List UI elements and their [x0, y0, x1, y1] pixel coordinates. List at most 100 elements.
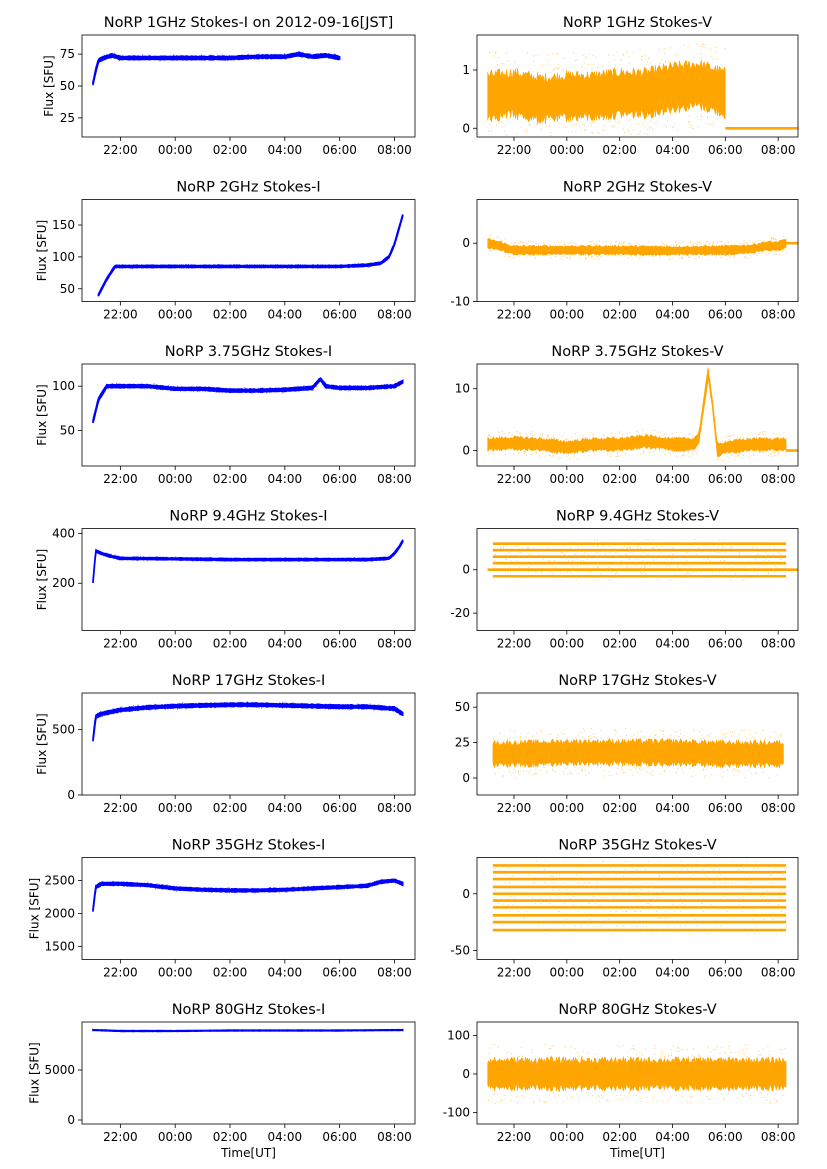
panel-9.4GHz-V: 22:00 00:00 02:00 04:00 06:00 08:00 -20 0 NoRP 9… [450, 509, 799, 651]
x-tick-label: 08:00 [377, 637, 412, 651]
axes-frame [476, 528, 799, 631]
y-tick-label: 0 [462, 771, 470, 785]
axes-frame [81, 857, 416, 960]
y-tick-label: 1 [462, 63, 470, 77]
x-tick-label: 00:00 [158, 1130, 193, 1144]
data-band [92, 539, 404, 584]
axes-frame [81, 34, 416, 138]
x-tick-label: 06:00 [708, 966, 743, 980]
chart-title: NoRP 1GHz Stokes-I on 2012-09-16[JST] [104, 15, 394, 31]
chart-title: NoRP 2GHz Stokes-V [563, 180, 712, 196]
plot-area [487, 234, 798, 260]
plot-area [487, 1044, 787, 1104]
scatter-points [96, 701, 401, 719]
x-tick-label: 08:00 [761, 801, 796, 815]
x-tick-label: 22:00 [497, 143, 532, 157]
y-axis-label: Flux [SFU] [42, 55, 56, 116]
x-tick-label: 06:00 [708, 637, 743, 651]
x-tick-label: 00:00 [550, 143, 585, 157]
data-band [487, 59, 726, 125]
data-band [92, 377, 404, 424]
scatter-points [104, 243, 395, 286]
chart-title: NoRP 3.75GHz Stokes-V [551, 344, 723, 360]
chart-title: NoRP 35GHz Stokes-V [558, 838, 716, 854]
y-axis-label: Flux [SFU] [35, 713, 49, 774]
chart-title: NoRP 2GHz Stokes-I [176, 180, 320, 196]
y-tick-label: 2000 [44, 906, 75, 920]
panel-2GHz-I: 22:00 00:00 02:00 04:00 06:00 08:00 50 100 150 No… [35, 180, 416, 322]
axes-frame [476, 363, 799, 467]
series-1GHz-V-0 [487, 43, 798, 137]
chart-title: NoRP 80GHz Stokes-V [558, 1002, 716, 1018]
x-tick-label: 22:00 [497, 966, 532, 980]
x-tick-label: 04:00 [268, 308, 303, 322]
x-tick-label: 06:00 [708, 472, 743, 486]
y-tick-label: 0 [462, 121, 470, 135]
scatter-points [93, 1029, 397, 1033]
series-2GHz-I-0 [97, 214, 404, 297]
plot-area [97, 214, 404, 297]
panel-35GHz-V: 22:00 00:00 02:00 04:00 06:00 08:00 -50 0 NoRP 3… [450, 838, 799, 980]
series-17GHz-V-0 [492, 728, 784, 779]
y-tick-label: 2500 [44, 874, 75, 888]
plot-area [92, 539, 404, 584]
x-tick-label: 22:00 [103, 308, 138, 322]
chart-title: NoRP 35GHz Stokes-I [172, 838, 326, 854]
x-tick-label: 02:00 [213, 472, 248, 486]
axes-frame [81, 363, 416, 467]
y-axis-label: Flux [SFU] [27, 878, 41, 939]
series-9.4GHz-I-0 [92, 539, 404, 584]
x-tick-label: 00:00 [158, 143, 193, 157]
y-axis-label: Flux [SFU] [35, 220, 49, 281]
y-tick-label: -50 [450, 943, 470, 957]
data-band [487, 367, 787, 458]
x-tick-label: 04:00 [268, 1130, 303, 1144]
x-tick-label: 04:00 [655, 143, 690, 157]
y-axis-label: Flux [SFU] [35, 549, 49, 610]
x-tick-label: 06:00 [322, 1130, 357, 1144]
x-tick-label: 04:00 [268, 801, 303, 815]
data-band [492, 737, 784, 769]
axes-frame [476, 857, 799, 960]
panel-2GHz-V: 22:00 00:00 02:00 04:00 06:00 08:00 -10 0 NoRP 2… [450, 180, 799, 322]
x-tick-label: 00:00 [158, 637, 193, 651]
axes-frame [81, 1021, 416, 1125]
series-80GHz-V-0 [487, 1044, 787, 1104]
chart-title: NoRP 80GHz Stokes-I [172, 1002, 326, 1018]
x-tick-label: 22:00 [103, 1130, 138, 1144]
panel-80GHz-I: 22:00 00:00 02:00 04:00 06:00 08:00 0 5000 NoRP … [27, 1002, 416, 1160]
x-axis-label: Time[UT] [220, 1146, 276, 1160]
x-tick-label: 22:00 [103, 472, 138, 486]
data-band [92, 51, 341, 86]
axes-frame [81, 528, 416, 631]
x-tick-label: 02:00 [602, 308, 637, 322]
x-tick-label: 02:00 [213, 308, 248, 322]
scatter-points [94, 552, 389, 563]
data-band [92, 878, 404, 912]
y-tick-label: -10 [450, 295, 470, 309]
scatter-points [103, 50, 339, 62]
x-tick-label: 02:00 [602, 1130, 637, 1144]
x-tick-label: 02:00 [213, 801, 248, 815]
series-1GHz-I-0 [92, 50, 341, 86]
x-tick-label: 22:00 [103, 966, 138, 980]
y-tick-label: 100 [52, 379, 75, 393]
plot-area [487, 43, 798, 137]
x-tick-label: 22:00 [497, 308, 532, 322]
x-tick-label: 00:00 [550, 308, 585, 322]
y-tick-label: 10 [455, 382, 470, 396]
y-tick-label: 0 [462, 1067, 470, 1081]
x-tick-label: 00:00 [550, 637, 585, 651]
plot-area [492, 860, 787, 935]
data-band [92, 701, 404, 742]
y-tick-label: -20 [450, 606, 470, 620]
x-tick-label: 04:00 [655, 637, 690, 651]
x-tick-label: 06:00 [322, 637, 357, 651]
y-tick-label: 150 [52, 218, 75, 232]
panel-1GHz-I: 22:00 00:00 02:00 04:00 06:00 08:00 25 50 75 NoRP… [42, 15, 416, 157]
x-tick-label: 08:00 [761, 966, 796, 980]
scatter-points [492, 728, 782, 779]
plot-area [487, 539, 798, 581]
data-band [487, 237, 787, 257]
x-tick-label: 04:00 [655, 801, 690, 815]
